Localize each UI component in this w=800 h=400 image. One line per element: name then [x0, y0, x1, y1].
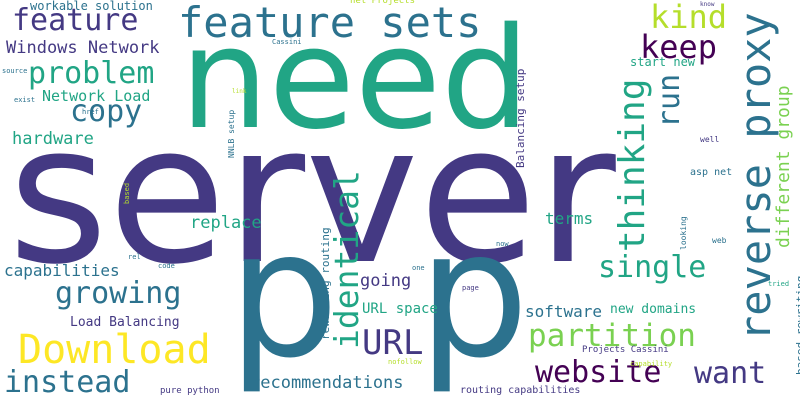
- cloud-word: p: [418, 194, 530, 397]
- cloud-word: server: [8, 84, 616, 307]
- cloud-word: net Projects: [350, 0, 416, 6]
- cloud-word: Windows Network: [6, 38, 160, 58]
- cloud-word: page: [462, 284, 479, 292]
- cloud-word: going: [360, 271, 412, 291]
- cloud-word: link: [232, 88, 247, 95]
- cloud-word: run: [652, 73, 687, 128]
- cloud-word: NNLB setup: [227, 109, 236, 158]
- cloud-word: problem: [28, 56, 155, 91]
- cloud-word: new domains: [610, 302, 697, 317]
- cloud-word: single: [598, 250, 707, 285]
- cloud-word: Network Load: [42, 87, 151, 105]
- cloud-word: want: [694, 356, 767, 391]
- cloud-word: looking: [679, 216, 688, 250]
- cloud-word: growing: [55, 276, 182, 311]
- cloud-word: URL: [362, 323, 424, 363]
- cloud-word: one: [412, 264, 425, 272]
- cloud-word: feature sets: [178, 0, 482, 47]
- cloud-word: kind: [650, 0, 728, 36]
- cloud-word: Load Balancing: [70, 315, 180, 330]
- cloud-word: reverse proxy: [731, 12, 780, 341]
- cloud-word: pure python: [160, 386, 220, 396]
- cloud-word: routing capabilities: [460, 385, 581, 396]
- cloud-word: workable solution: [30, 0, 153, 13]
- cloud-word: tried: [768, 280, 790, 288]
- cloud-word: now: [496, 240, 509, 248]
- cloud-word: code: [158, 262, 175, 270]
- cloud-word: based: [123, 182, 131, 204]
- cloud-word: asp net: [690, 167, 733, 178]
- cloud-word: keep: [640, 28, 718, 66]
- cloud-word: different group: [773, 85, 794, 248]
- cloud-word: know: [700, 1, 715, 8]
- cloud-word: capabilities: [4, 261, 120, 280]
- cloud-word: Download: [18, 327, 211, 373]
- cloud-word: start new: [630, 55, 696, 69]
- cloud-word: based rewriting: [794, 275, 800, 375]
- cloud-word: thinking: [612, 78, 653, 252]
- cloud-word: software: [525, 302, 603, 321]
- cloud-word: identical: [327, 170, 366, 349]
- cloud-word: rel: [128, 253, 141, 261]
- cloud-word: well: [700, 135, 720, 144]
- cloud-word: copy: [70, 94, 143, 129]
- cloud-word: hardware: [12, 129, 94, 149]
- cloud-word: terms: [545, 209, 594, 228]
- cloud-word: instead: [4, 365, 131, 400]
- cloud-word: exist: [14, 96, 36, 104]
- cloud-word: href: [82, 108, 99, 116]
- cloud-word: nofollow: [388, 358, 422, 366]
- cloud-word: need: [180, 0, 530, 161]
- cloud-word: replace: [190, 213, 262, 233]
- cloud-word: website: [535, 355, 662, 390]
- cloud-word: p: [228, 194, 340, 397]
- cloud-word: rewriting routing: [319, 227, 332, 340]
- cloud-word: recommendations: [250, 373, 404, 393]
- cloud-word: Projects Cassini: [582, 345, 669, 355]
- cloud-word: Cassini: [272, 38, 302, 46]
- cloud-word: web: [712, 236, 727, 245]
- cloud-word: Balancing setup: [514, 68, 527, 168]
- cloud-word: source: [2, 67, 28, 75]
- cloud-word: partition: [528, 318, 696, 354]
- cloud-word: URL space: [362, 301, 438, 317]
- cloud-word: feature: [12, 3, 139, 38]
- cloud-word: capability: [630, 360, 673, 368]
